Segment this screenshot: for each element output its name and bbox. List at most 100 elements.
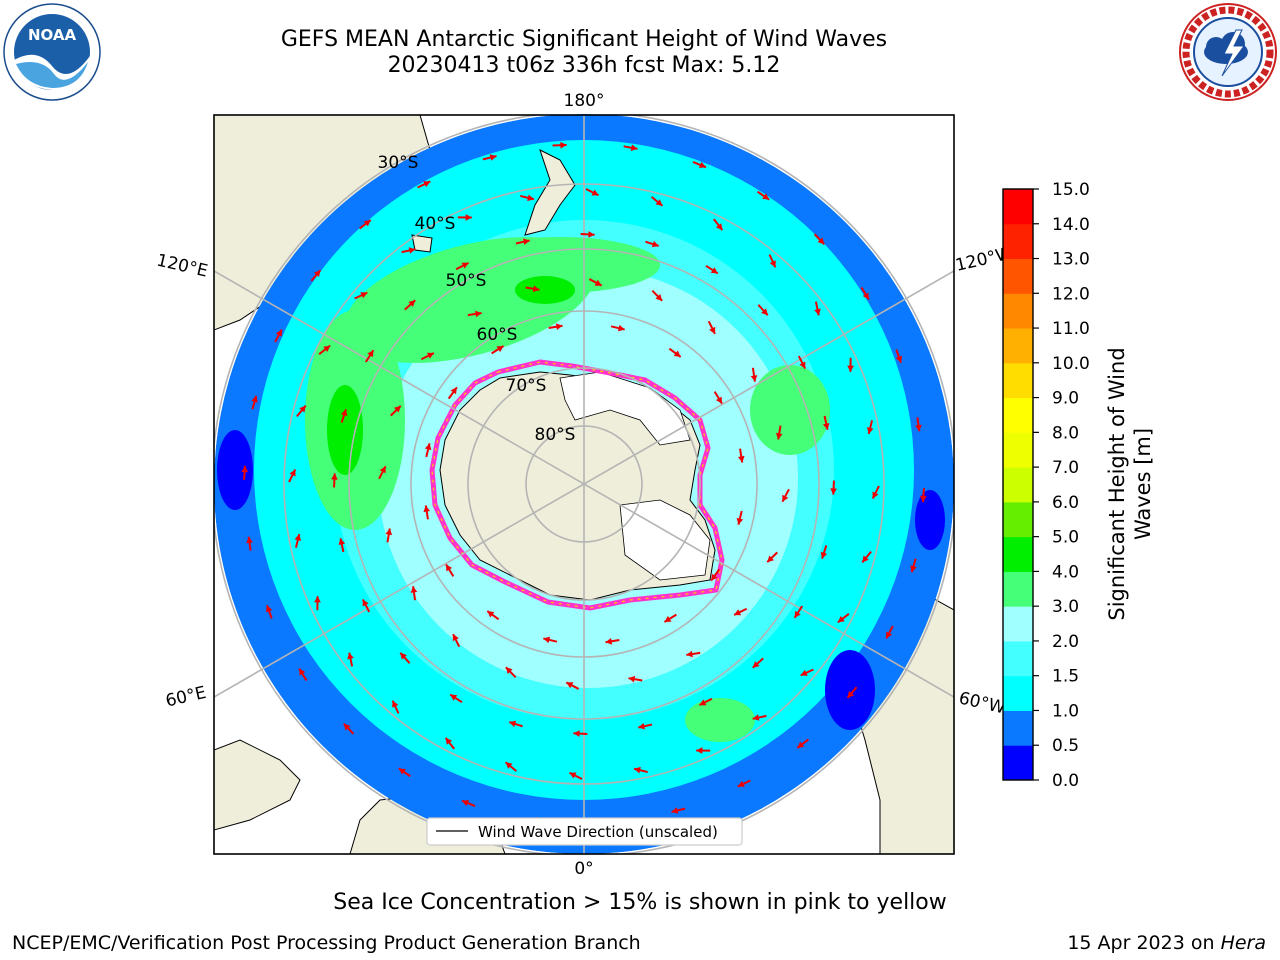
wind-wave-arrowhead — [347, 652, 354, 660]
wind-wave-arrowhead — [715, 396, 722, 404]
colorbar-segment — [1003, 675, 1033, 711]
wind-wave-arrowhead — [588, 231, 595, 238]
wind-wave-arrowhead — [634, 766, 641, 774]
wind-wave-arrowhead — [711, 573, 718, 581]
colorbar-tick-label: 5.0 — [1052, 528, 1079, 548]
wind-wave-arrowhead — [799, 361, 806, 369]
meridian-label-180: 180° — [564, 91, 605, 111]
wind-wave-arrowhead — [866, 427, 874, 434]
wind-wave-arrowhead — [360, 292, 368, 299]
wind-wave-arrowhead — [775, 432, 783, 440]
colorbar-segment — [1003, 710, 1033, 746]
wind-wave-arrowhead — [532, 285, 540, 293]
wind-wave-arrowhead — [709, 326, 716, 334]
wind-wave-arrowhead — [379, 466, 386, 474]
wind-wave-arrowhead — [338, 538, 346, 546]
colorbar-tick-label: 10.0 — [1052, 354, 1090, 374]
wind-wave-arrowhead — [487, 611, 495, 618]
wind-wave-arrowhead — [424, 443, 432, 451]
wind-wave-arrowhead — [489, 154, 497, 161]
wind-wave-arrowhead — [655, 199, 663, 206]
wind-wave-arrowhead — [920, 495, 927, 503]
wind-wave-arrowhead — [651, 240, 659, 248]
wind-wave-arrowhead — [251, 395, 258, 403]
footer-date: 15 Apr 2023 on Hera — [1067, 932, 1266, 954]
wind-wave-arrowhead — [752, 661, 760, 668]
wind-wave-arrowhead — [340, 409, 348, 417]
colorbar-tick-label: 11.0 — [1052, 319, 1090, 339]
wind-wave-arrowhead — [410, 586, 418, 593]
wind-wave-arrowhead — [797, 741, 805, 748]
colorbar — [1003, 189, 1033, 781]
land-africa — [214, 739, 301, 831]
colorbar-tick-label: 0.5 — [1052, 736, 1079, 756]
wind-wave-arrowhead — [767, 555, 774, 563]
wind-wave-arrowhead — [509, 720, 517, 728]
colorbar-segment — [1003, 467, 1033, 503]
footer-host: Hera — [1220, 932, 1266, 954]
wind-wave-arrowhead — [822, 422, 830, 430]
colorbar-tick-label: 6.0 — [1052, 493, 1079, 513]
wind-wave-arrowhead — [794, 610, 801, 618]
wind-wave-arrowhead — [462, 799, 469, 807]
wind-wave-arrowhead — [423, 181, 431, 188]
wind-wave-arrowhead — [837, 615, 845, 623]
ice-shelf-weddell — [619, 499, 711, 581]
wind-wave-arrowhead — [423, 505, 431, 513]
wind-wave-arrowhead — [505, 667, 513, 674]
wind-wave-arrowhead — [762, 193, 770, 200]
meridian-label-60e: 60°E — [164, 683, 208, 712]
wind-wave-arrowhead — [331, 473, 338, 480]
colorbar-segment — [1003, 328, 1033, 364]
wind-wave-arrowhead — [630, 144, 638, 152]
wind-wave-arrowhead — [715, 223, 723, 231]
wind-wave-arrowhead — [294, 534, 302, 541]
colorbar-segment — [1003, 362, 1033, 399]
wind-wave-arrowhead — [241, 465, 248, 473]
wind-wave-arrowhead — [594, 279, 602, 286]
wind-wave-arrowhead — [543, 636, 551, 644]
lat-label-70s: 70°S — [506, 376, 547, 396]
colorbar-segment — [1003, 189, 1033, 225]
colorbar-tick-label: 4.0 — [1052, 562, 1079, 582]
colorbar-segment — [1003, 606, 1033, 642]
wind-wave-arrowhead — [750, 375, 758, 382]
wind-wave-arrowhead — [362, 599, 369, 607]
wind-wave-arrowhead — [671, 807, 679, 814]
wind-wave-arrowhead — [862, 555, 869, 563]
svg-text:NOAA: NOAA — [28, 26, 77, 44]
lat-label-40s: 40°S — [415, 214, 456, 234]
wind-wave-arrowhead — [696, 747, 703, 754]
wind-wave-arrowhead — [736, 517, 744, 525]
wind-wave-arrowhead — [450, 387, 457, 395]
wind-wave-arrowhead — [673, 350, 681, 357]
wind-wave-arrowhead — [323, 345, 331, 353]
colorbar-tick-label: 1.5 — [1052, 667, 1079, 687]
colorbar-segment — [1003, 571, 1033, 607]
graticule — [214, 115, 954, 854]
wind-wave-arrowhead — [452, 634, 459, 642]
wind-wave-arrowhead — [560, 141, 567, 149]
lat-label-80s: 80°S — [535, 425, 576, 445]
wind-wave-arrowhead — [555, 323, 563, 331]
wind-wave-arrowhead — [446, 564, 453, 572]
wind-wave-arrowhead — [872, 491, 879, 499]
wind-wave-arrowhead — [761, 308, 768, 316]
national-weather-service-logo — [1179, 3, 1277, 101]
wind-wave-arrowhead — [314, 596, 321, 603]
land-new-zealand — [524, 149, 576, 236]
sea-ice-edge — [429, 359, 725, 611]
colorbar-segment — [1003, 536, 1033, 572]
wind-wave-arrowhead — [522, 238, 530, 246]
wind-wave-arrowhead — [699, 699, 707, 706]
wind-wave-arrowhead — [408, 247, 416, 254]
wind-wave-arrowhead — [820, 551, 828, 559]
wind-wave-arrowhead — [737, 455, 745, 463]
wind-wave-arrowhead — [246, 536, 253, 544]
wind-wave-arrowhead — [394, 405, 401, 413]
wind-wave-arrowhead — [527, 194, 534, 202]
wind-wave-arrowhead — [752, 714, 760, 721]
meridian-label-60w: 60°W — [957, 688, 1007, 718]
wind-wave-arrowhead — [426, 352, 434, 359]
colorbar-tick-label: 2.0 — [1052, 632, 1079, 652]
